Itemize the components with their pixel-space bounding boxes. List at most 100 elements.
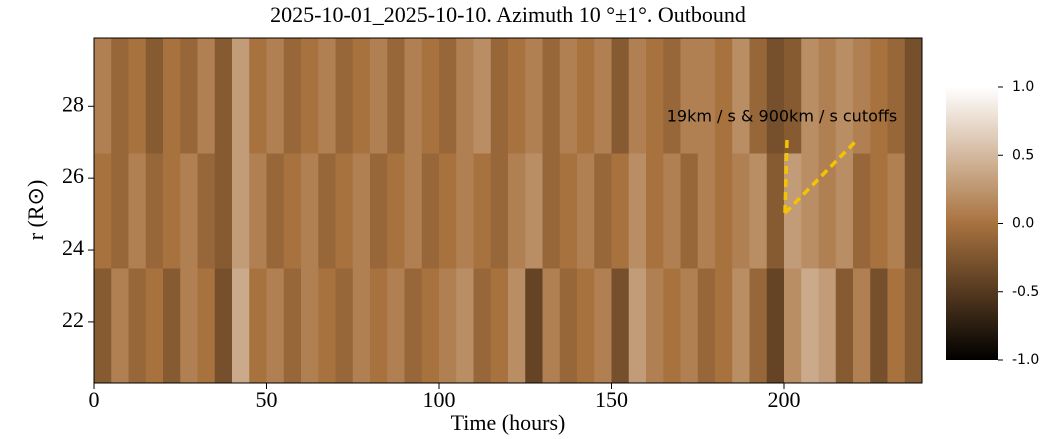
heatmap-cell xyxy=(611,268,630,384)
colorbar xyxy=(946,87,998,360)
heatmap-cell xyxy=(663,268,681,384)
heatmap-cell xyxy=(784,153,802,269)
plot-frame xyxy=(93,37,923,384)
heatmap-cell xyxy=(542,268,561,384)
heatmap-cell xyxy=(145,268,164,384)
heatmap-cell xyxy=(646,38,664,154)
heatmap-cell xyxy=(318,38,336,154)
heatmap-cell xyxy=(577,38,595,154)
heatmap-cell xyxy=(352,153,371,269)
heatmap-cell xyxy=(559,268,578,384)
heatmap-cell xyxy=(145,38,164,154)
heatmap-cell xyxy=(766,268,785,384)
x-tick-label: 150 xyxy=(595,387,628,412)
heatmap-cell xyxy=(111,153,129,269)
heatmap-cell xyxy=(853,153,871,269)
heatmap-cell xyxy=(887,153,906,269)
heatmap-cell xyxy=(853,38,871,154)
heatmap-cell xyxy=(697,268,716,384)
heatmap-cell xyxy=(646,153,664,269)
heatmap-cell xyxy=(197,153,216,269)
heatmap-cell xyxy=(421,153,440,269)
heatmap-cell xyxy=(421,268,440,384)
heatmap-cell xyxy=(749,268,768,384)
heatmap-cell xyxy=(180,268,198,384)
heatmap-cell xyxy=(611,38,630,154)
heatmap-cell xyxy=(370,38,388,154)
heatmap-cell xyxy=(404,38,423,154)
heatmap-cell xyxy=(473,268,492,384)
heatmap-cell xyxy=(766,153,785,269)
x-tick-label: 200 xyxy=(768,387,801,412)
heatmap-cell xyxy=(163,153,181,269)
heatmap-cell xyxy=(525,268,543,384)
heatmap-cell xyxy=(180,38,198,154)
heatmap-cell xyxy=(680,268,699,384)
heatmap-cell xyxy=(249,268,267,384)
heatmap-cell xyxy=(904,268,923,384)
heatmap-cell xyxy=(542,38,561,154)
heatmap-cell xyxy=(732,268,750,384)
heatmap-cell xyxy=(439,38,457,154)
y-tick-label: 26 xyxy=(62,163,84,188)
heatmap-cell xyxy=(335,268,354,384)
heatmap-cell xyxy=(214,153,233,269)
heatmap-cell xyxy=(94,268,112,384)
heatmap-cell xyxy=(611,153,630,269)
heatmap-cell xyxy=(111,268,129,384)
heatmap-cell xyxy=(318,268,336,384)
heatmap-cell xyxy=(525,38,543,154)
heatmap-cell xyxy=(266,38,285,154)
x-tick-label: 50 xyxy=(256,387,278,412)
chart-title: 2025-10-01_2025-10-10. Azimuth 10 °±1°. … xyxy=(270,2,746,27)
heatmap-cell xyxy=(232,38,250,154)
y-tick-label: 24 xyxy=(62,235,84,260)
heatmap-cell xyxy=(387,38,405,154)
colorbar-tick-label: 1.0 xyxy=(1012,79,1034,95)
heatmap-cell xyxy=(439,153,457,269)
heatmap-cell xyxy=(232,268,250,384)
heatmap-cell xyxy=(301,38,319,154)
x-tick-label: 100 xyxy=(423,387,456,412)
heatmap-cell xyxy=(283,153,302,269)
heatmap-cell xyxy=(749,38,768,154)
heatmap-cell xyxy=(594,153,612,269)
heatmap-cell xyxy=(508,268,526,384)
heatmap-cell xyxy=(301,268,319,384)
heatmap-cell xyxy=(577,268,595,384)
heatmap-cell xyxy=(163,268,181,384)
heatmap-cell xyxy=(766,38,785,154)
heatmap-cell xyxy=(715,268,733,384)
heatmap-cell xyxy=(232,153,250,269)
heatmap xyxy=(94,38,923,384)
heatmap-cell xyxy=(370,153,388,269)
heatmap-cell xyxy=(439,268,457,384)
heatmap-cell xyxy=(594,268,612,384)
heatmap-cell xyxy=(628,153,647,269)
heatmap-cell xyxy=(352,38,371,154)
heatmap-cell xyxy=(508,38,526,154)
colorbar-tick-label: -1.0 xyxy=(1012,352,1039,368)
heatmap-cell xyxy=(490,38,509,154)
y-tick-label: 22 xyxy=(62,307,84,332)
heatmap-cell xyxy=(128,153,147,269)
heatmap-cell xyxy=(870,153,888,269)
heatmap-cell xyxy=(283,38,302,154)
heatmap-cell xyxy=(94,38,112,154)
heatmap-cell xyxy=(818,38,837,154)
heatmap-cell xyxy=(818,153,837,269)
heatmap-cell xyxy=(887,38,906,154)
heatmap-cell xyxy=(542,153,561,269)
heatmap-cell xyxy=(473,153,492,269)
heatmap-cell xyxy=(266,268,285,384)
heatmap-cell xyxy=(853,268,871,384)
heatmap-cell xyxy=(335,38,354,154)
heatmap-cell xyxy=(456,38,474,154)
heatmap-cell xyxy=(249,153,267,269)
x-axis-label: Time (hours) xyxy=(451,410,566,435)
heatmap-cell xyxy=(870,38,888,154)
heatmap-cell xyxy=(904,153,923,269)
heatmap-cell xyxy=(490,268,509,384)
heatmap-cell xyxy=(197,38,216,154)
heatmap-cell xyxy=(404,153,423,269)
